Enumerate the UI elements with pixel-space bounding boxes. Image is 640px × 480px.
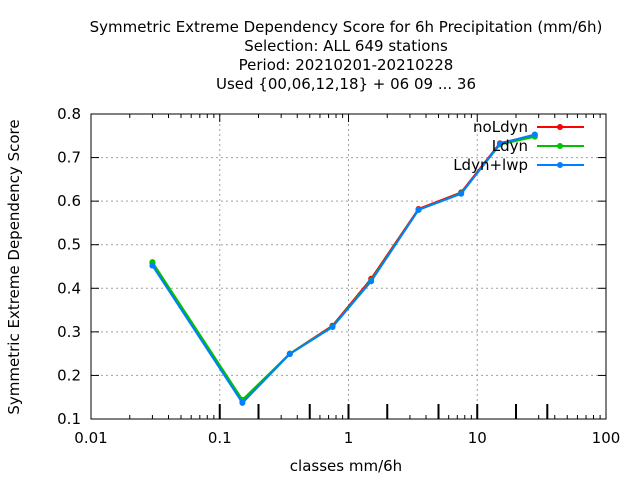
title-line-3: Period: 20210201-20210228 bbox=[239, 56, 454, 74]
y-tick-labels: 0.1 0.2 0.3 0.4 0.5 0.6 0.7 0.8 bbox=[57, 105, 81, 428]
data-point bbox=[239, 399, 246, 406]
x-tick-label: 100 bbox=[592, 429, 621, 447]
grid bbox=[91, 114, 606, 419]
axis-ticks bbox=[90, 113, 606, 420]
title-line-1: Symmetric Extreme Dependency Score for 6… bbox=[90, 18, 603, 36]
data-point bbox=[415, 206, 422, 213]
legend-label: Ldyn bbox=[492, 137, 528, 155]
legend-marker bbox=[557, 124, 563, 130]
legend-marker bbox=[557, 162, 563, 168]
y-tick-label: 0.5 bbox=[57, 236, 81, 254]
data-point bbox=[458, 190, 465, 197]
x-tick-label: 1 bbox=[344, 429, 354, 447]
x-tick-label: 0.01 bbox=[74, 429, 107, 447]
y-tick-label: 0.1 bbox=[57, 410, 81, 428]
data-point bbox=[496, 140, 503, 147]
x-tick-label: 0.1 bbox=[208, 429, 232, 447]
title-line-4: Used {00,06,12,18} + 06 09 ... 36 bbox=[216, 75, 476, 93]
y-axis-label: Symmetric Extreme Dependency Score bbox=[5, 119, 23, 414]
data-point bbox=[531, 131, 538, 138]
y-tick-label: 0.7 bbox=[57, 149, 81, 167]
data-point bbox=[329, 324, 336, 331]
x-axis-label: classes mm/6h bbox=[290, 457, 402, 475]
series-3 bbox=[149, 131, 538, 406]
y-tick-label: 0.3 bbox=[57, 323, 81, 341]
x-tick-labels: 0.01 0.1 1 10 100 bbox=[74, 429, 620, 447]
series-2 bbox=[149, 133, 538, 403]
y-tick-label: 0.6 bbox=[57, 192, 81, 210]
x-tick-label: 10 bbox=[468, 429, 487, 447]
chart-title: Symmetric Extreme Dependency Score for 6… bbox=[90, 18, 603, 93]
legend-label: Ldyn+lwp bbox=[453, 156, 528, 174]
legend-marker bbox=[557, 143, 563, 149]
data-point bbox=[286, 351, 293, 358]
y-tick-label: 0.8 bbox=[57, 105, 81, 123]
series bbox=[149, 131, 538, 406]
title-line-2: Selection: ALL 649 stations bbox=[244, 37, 448, 55]
data-point bbox=[149, 262, 156, 269]
y-tick-label: 0.4 bbox=[57, 279, 81, 297]
data-point bbox=[368, 278, 375, 285]
legend-label: noLdyn bbox=[473, 118, 528, 136]
y-tick-label: 0.2 bbox=[57, 366, 81, 384]
